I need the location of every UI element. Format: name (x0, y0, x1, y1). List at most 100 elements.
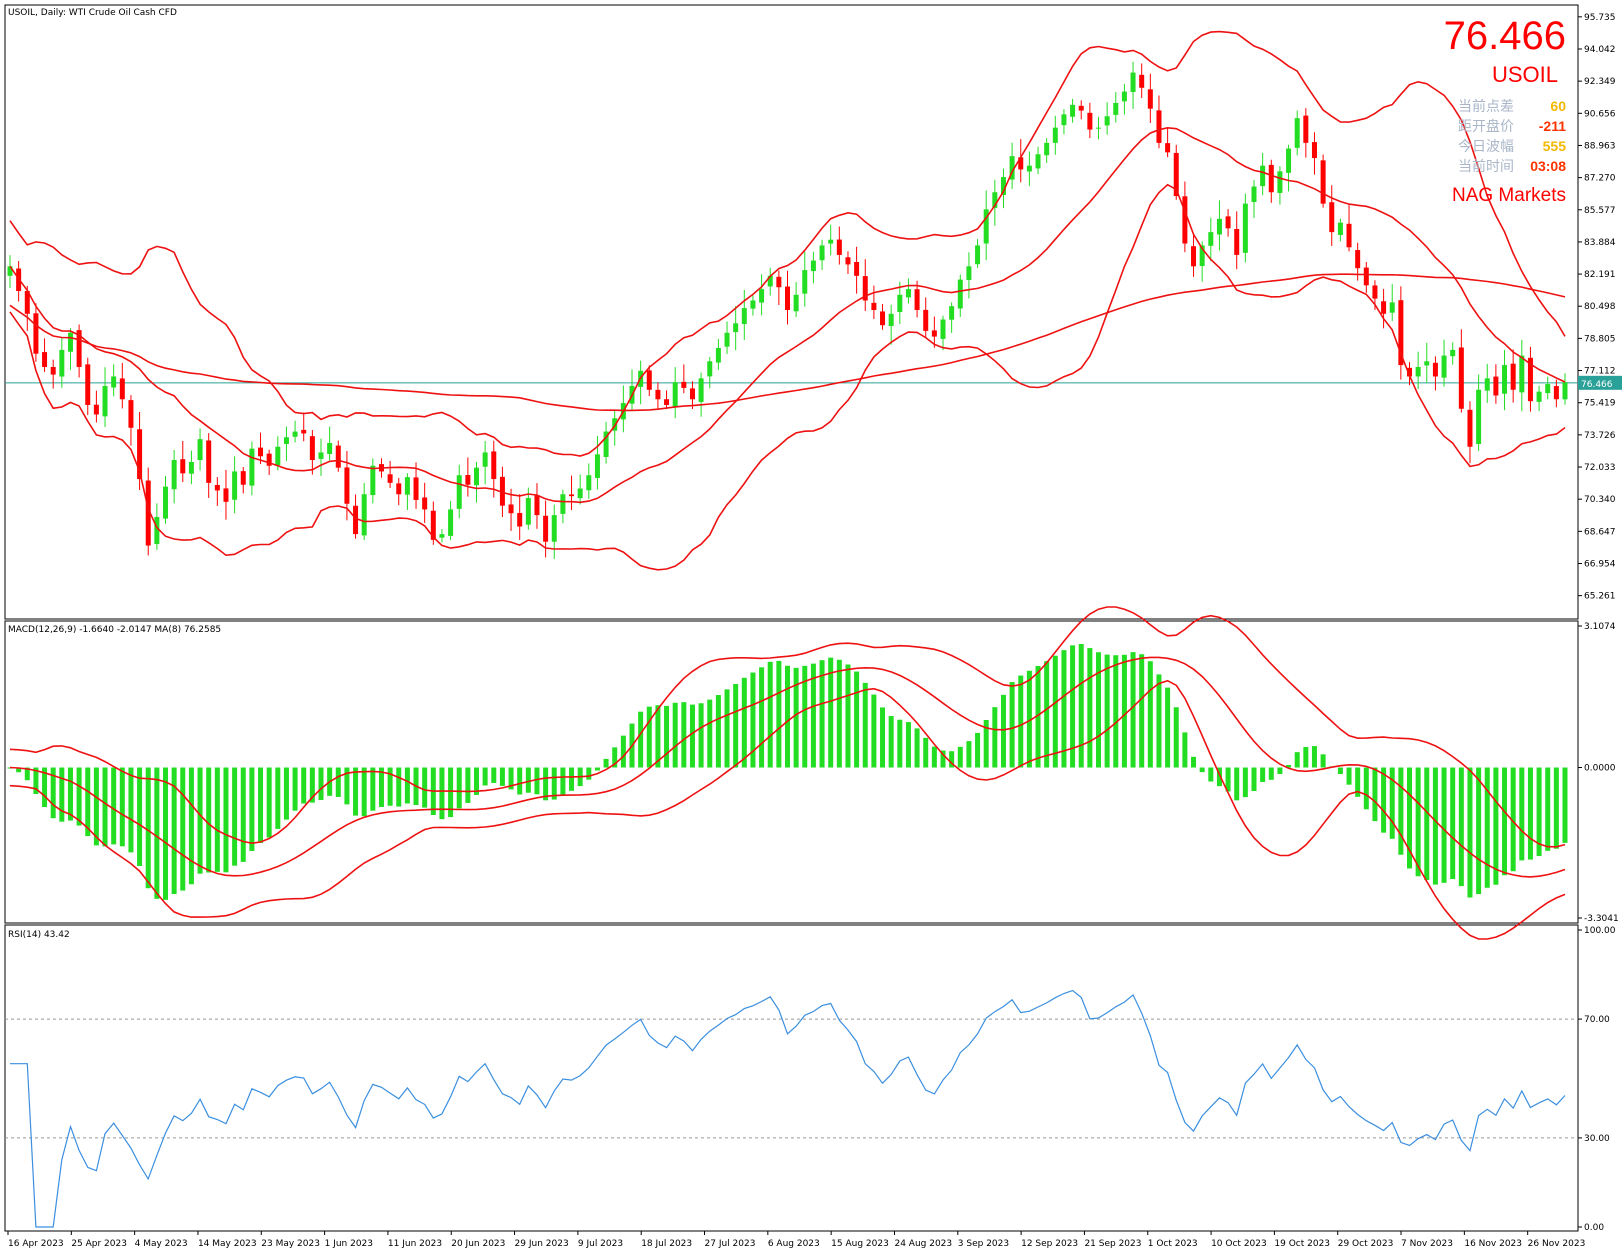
candle-body (1363, 267, 1369, 286)
macd-bar (1225, 767, 1231, 792)
price-pane-frame (4, 4, 1579, 620)
date-tick-label: 16 Apr 2023 (8, 1239, 64, 1249)
macd-bar (180, 767, 186, 891)
macd-bar (1113, 655, 1119, 768)
price-tick-label: 88.963 (1584, 141, 1616, 151)
candle-body (560, 494, 566, 514)
macd-bar (1527, 767, 1533, 860)
macd-bar (163, 767, 168, 900)
macd-bar (767, 661, 773, 768)
candle-body (1096, 127, 1101, 129)
macd-bar (1018, 675, 1024, 768)
date-tick-label: 15 Aug 2023 (831, 1239, 889, 1249)
candle-body (85, 364, 91, 405)
candle-body (1121, 91, 1127, 102)
candle-body (50, 366, 56, 375)
candle-body (810, 260, 816, 272)
macd-bar (810, 663, 816, 768)
candle-body (1052, 127, 1058, 143)
candle-body (1536, 391, 1542, 402)
price-tick-label: 94.042 (1584, 45, 1616, 55)
date-tick-label: 23 May 2023 (261, 1239, 320, 1249)
candle-body (888, 313, 894, 327)
price-tick-label: 78.805 (1584, 334, 1616, 344)
price-tick-label: 90.656 (1584, 109, 1616, 119)
macd-bar (283, 767, 289, 820)
candle-body (1346, 223, 1352, 248)
candle-body (1389, 302, 1395, 313)
candle-body (1104, 116, 1110, 126)
macd-bar (698, 703, 704, 768)
candle-body (370, 465, 376, 496)
candle-body (404, 477, 410, 495)
candle-body (335, 445, 341, 468)
candle-body (1260, 165, 1266, 187)
candle-body (430, 510, 436, 540)
candle-body (353, 505, 359, 535)
macd-bar (42, 767, 48, 808)
candle-body (517, 512, 523, 527)
macd-bar (119, 767, 125, 847)
macd-bar (111, 767, 117, 845)
rsi-label: RSI(14) 43.42 (8, 930, 70, 940)
bollinger-upper (9, 30, 1566, 457)
candle-body (111, 376, 117, 388)
macd-bar (1139, 654, 1145, 768)
candle-body (1502, 365, 1508, 394)
macd-bar (854, 671, 860, 768)
candle-body (1139, 74, 1145, 88)
macd-pane-frame (4, 620, 1579, 924)
macd-bar (301, 767, 307, 804)
macd-bar (85, 767, 91, 837)
macd-plot (7, 606, 1568, 940)
candle-body (689, 388, 695, 400)
overlay-stat-row: 距开盘价 -211 (1458, 116, 1566, 136)
candle-body (1441, 355, 1447, 378)
candle-body (724, 332, 730, 347)
candle-body (1527, 357, 1533, 402)
macd-bar (465, 767, 471, 803)
candle-body (413, 477, 419, 500)
candle-body (301, 429, 307, 434)
macd-bar (59, 767, 65, 822)
date-tick-label: 14 May 2023 (198, 1239, 257, 1249)
candle-body (681, 381, 687, 388)
price-tick-label: 75.419 (1584, 399, 1616, 409)
date-tick-label: 26 Nov 2023 (1528, 1239, 1586, 1249)
macd-bar (1121, 654, 1127, 768)
macd-bar (785, 665, 790, 768)
candle-body (655, 389, 661, 400)
macd-bar (672, 702, 678, 768)
macd-bar (292, 767, 298, 811)
macd-bar (603, 758, 609, 768)
macd-bar (197, 767, 203, 874)
candle-body (422, 497, 428, 510)
price-tick-label: 72.033 (1584, 463, 1616, 473)
date-tick-label: 1 Oct 2023 (1148, 1239, 1198, 1249)
macd-bar (1389, 767, 1395, 839)
price-tick-label: 82.191 (1584, 270, 1616, 280)
candle-body (180, 459, 186, 474)
candle-body (240, 471, 246, 485)
macd-bar (137, 767, 143, 866)
candle-body (1467, 409, 1473, 447)
candle-body (1242, 203, 1248, 253)
macd-bar (741, 677, 747, 768)
date-tick-label: 6 Aug 2023 (768, 1239, 820, 1249)
price-tick-label: 66.954 (1584, 559, 1616, 569)
candle-body (664, 399, 670, 405)
date-tick-label: 18 Jul 2023 (641, 1239, 692, 1249)
candle-body (327, 442, 333, 454)
candle-body (871, 302, 877, 310)
candle-body (76, 330, 82, 367)
macd-bar (828, 657, 834, 768)
candle-body (439, 534, 445, 538)
rsi-tick-label: 70.00 (1584, 1015, 1610, 1025)
macd-bar (1000, 694, 1006, 768)
date-tick-label: 20 Jun 2023 (451, 1239, 505, 1249)
macd-bar (966, 741, 972, 768)
candle-body (914, 289, 920, 310)
candle-body (249, 448, 255, 486)
candle-body (1147, 89, 1153, 109)
candle-body (491, 451, 497, 480)
